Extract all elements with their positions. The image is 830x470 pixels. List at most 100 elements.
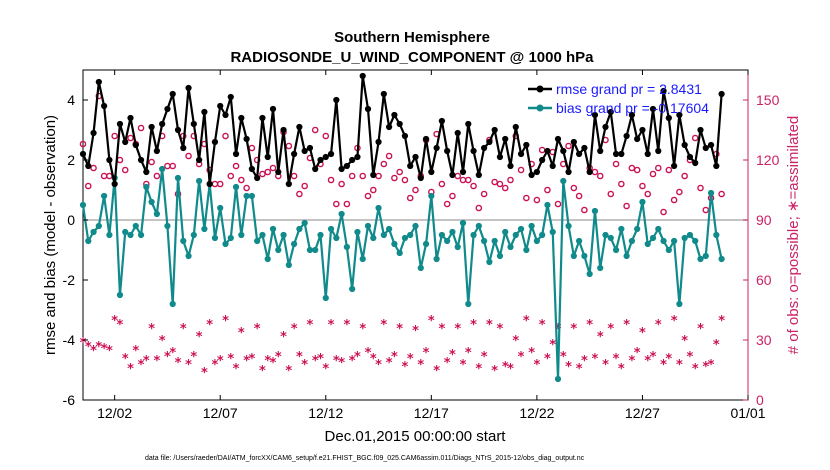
bias-point <box>116 291 124 299</box>
rmse-point <box>101 102 108 110</box>
obs-assimilated-point: * <box>475 362 482 377</box>
obs-assimilated-point: * <box>148 322 155 337</box>
obs-assimilated-point: * <box>465 346 472 361</box>
rmse-point <box>401 132 409 140</box>
rmse-point <box>137 156 145 164</box>
bias-point <box>148 198 155 206</box>
rmse-point <box>391 111 398 119</box>
bias-point <box>285 261 292 269</box>
rmse-point <box>375 138 382 146</box>
obs-assimilated-point: * <box>592 352 599 367</box>
bias-point <box>101 192 108 200</box>
rmse-point <box>407 162 414 170</box>
obs-assimilated-point: * <box>185 358 192 373</box>
bias-point <box>623 252 630 260</box>
obs-possible-point <box>164 162 171 170</box>
y-right-tick-label: 60 <box>756 272 772 288</box>
rmse-point <box>676 111 683 119</box>
bias-point <box>417 264 424 272</box>
obs-possible-point <box>216 180 224 188</box>
obs-possible-point <box>697 184 704 192</box>
obs-possible-point <box>470 182 477 190</box>
bias-point <box>454 243 461 251</box>
obs-assimilated-point: * <box>312 354 319 369</box>
rmse-point <box>259 114 266 122</box>
bias-point <box>269 225 277 233</box>
obs-possible-point <box>565 142 572 150</box>
bias-point <box>602 231 609 239</box>
obs-assimilated-point: * <box>570 322 577 337</box>
series-layer <box>79 72 725 383</box>
obs-possible-point <box>681 172 688 180</box>
rmse-point <box>533 168 540 176</box>
bias-point <box>438 231 445 239</box>
obs-possible-point <box>406 194 414 202</box>
obs-assimilated-point: * <box>528 346 535 361</box>
obs-assimilated-point: * <box>101 342 108 357</box>
obs-assimilated-point: * <box>702 360 709 375</box>
rmse-point <box>180 144 187 152</box>
obs-assimilated-point: * <box>644 354 651 369</box>
obs-assimilated-point: * <box>665 352 672 367</box>
obs-assimilated-point: * <box>676 358 683 373</box>
y-right-tick-label: 150 <box>756 92 780 108</box>
bias-point <box>264 255 271 263</box>
obs-assimilated-point: * <box>222 314 229 329</box>
rmse-point <box>591 111 599 119</box>
footer-data-file: data file: /Users/raeder/DAI/ATM_forcXX/… <box>145 455 585 462</box>
obs-possible-point <box>348 172 356 180</box>
bias-point <box>549 228 556 236</box>
obs-possible-point <box>654 164 662 172</box>
bias-point <box>159 165 166 173</box>
obs-assimilated-point: * <box>180 322 187 337</box>
rmse-point <box>296 123 303 131</box>
bias-line <box>81 167 723 381</box>
rmse-point <box>317 156 324 164</box>
obs-possible-point <box>517 166 525 174</box>
obs-assimilated-point: * <box>217 354 224 369</box>
bias-point <box>375 204 382 212</box>
obs-assimilated-point: * <box>671 314 678 329</box>
bias-point <box>280 231 287 239</box>
obs-assimilated-point: * <box>433 364 440 379</box>
obs-possible-point <box>523 194 530 202</box>
obs-assimilated-point: * <box>718 314 725 329</box>
obs-possible-point <box>612 160 620 168</box>
bias-point <box>364 222 372 230</box>
legend-rmse-marker <box>536 85 544 93</box>
obs-assimilated-point: * <box>201 366 208 381</box>
obs-assimilated-point: * <box>212 358 219 373</box>
obs-assimilated-point: * <box>560 350 567 365</box>
rmse-point <box>322 153 329 161</box>
rmse-point <box>438 117 445 125</box>
bias-point <box>296 225 303 233</box>
rmse-point <box>544 147 551 155</box>
bias-point <box>523 246 530 254</box>
rmse-point <box>243 135 250 143</box>
obs-assimilated-point: * <box>132 344 139 359</box>
bias-point <box>607 234 614 242</box>
obs-possible-point <box>227 172 235 180</box>
x-tick-label: 01/01 <box>730 405 765 421</box>
obs-assimilated-point: * <box>639 326 646 341</box>
bias-point <box>459 219 467 227</box>
obs-possible-point <box>116 156 124 164</box>
rmse-point <box>554 135 562 143</box>
obs-assimilated-point: * <box>238 326 245 341</box>
bias-point <box>153 210 160 218</box>
bias-point <box>581 252 588 260</box>
obs-possible-point <box>649 170 657 178</box>
bias-point <box>185 252 192 260</box>
obs-assimilated-point: * <box>285 364 292 379</box>
obs-possible-point <box>106 172 113 180</box>
obs-assimilated-point: * <box>407 352 414 367</box>
rmse-point <box>502 135 509 143</box>
obs-possible-point <box>269 164 277 172</box>
obs-possible-point <box>322 132 330 140</box>
obs-assimilated-point: * <box>428 314 435 329</box>
obs-assimilated-point: * <box>370 352 377 367</box>
bias-point <box>143 183 150 191</box>
chart-subtitle: RADIOSONDE_U_WIND_COMPONENT @ 1000 hPa <box>230 49 594 66</box>
obs-possible-point <box>691 134 699 142</box>
bias-point <box>554 375 562 383</box>
